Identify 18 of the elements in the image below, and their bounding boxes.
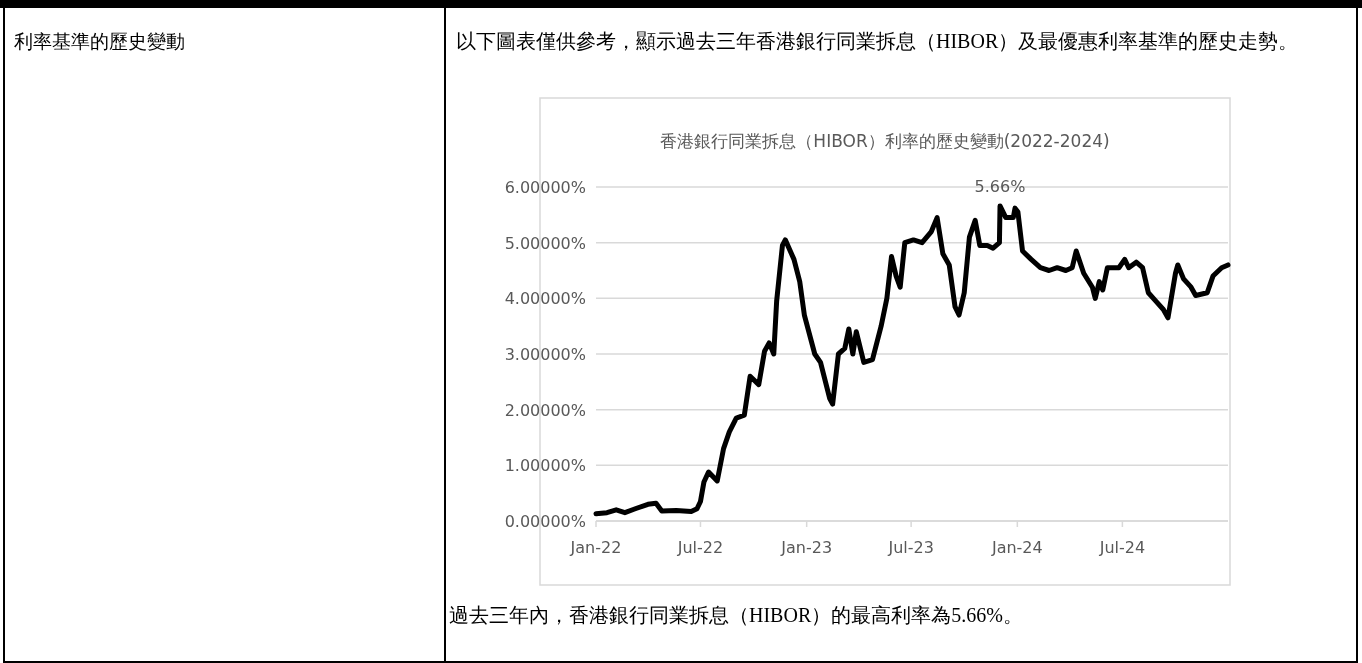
y-tick-label: 6.00000% — [504, 178, 586, 197]
text: 以下圖表僅供參考，顯示過去三年香港銀行同業拆息（HIBOR）及最優惠利率基準的歷史走勢。 — [456, 30, 1299, 52]
y-tick-label: 5.00000% — [504, 233, 586, 253]
text: 利率基準的歷史變動 — [14, 30, 185, 52]
y-tick-label: 1.00000% — [504, 456, 586, 476]
x-tick-label: Jul-22 — [676, 538, 724, 557]
y-tick-label: 3.00000% — [504, 345, 586, 364]
annotation: 5.66% — [974, 176, 1026, 196]
x-tick-label: Jan-23 — [780, 538, 833, 557]
x-tick-label: Jul-23 — [887, 538, 934, 557]
y-tick-label: 0.00000% — [504, 512, 586, 531]
text: 過去三年內，香港銀行同業拆息（HIBOR）的最高利率為5.66%。 — [449, 604, 1023, 626]
x-tick-label: Jan-22 — [569, 538, 622, 557]
chart-title: 香港銀行同業拆息（HIBOR）利率的歷史變動(2022-2024) — [660, 131, 1110, 151]
y-tick-label: 2.00000% — [504, 400, 586, 420]
x-tick-label: Jan-24 — [990, 538, 1043, 557]
y-tick-label: 4.00000% — [504, 289, 586, 309]
x-tick-label: Jul-24 — [1098, 538, 1146, 557]
